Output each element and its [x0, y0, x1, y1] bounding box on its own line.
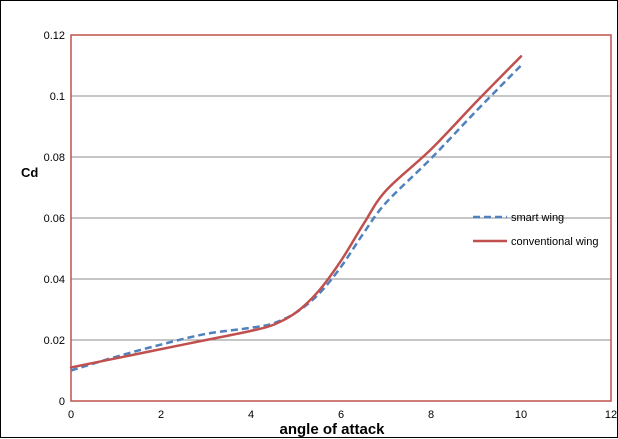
- y-tick-label: 0.1: [50, 91, 65, 103]
- y-axis-label: Cd: [21, 165, 38, 180]
- plot-area: [70, 34, 612, 402]
- y-tick-label: 0: [59, 396, 65, 408]
- x-tick-label: 10: [515, 409, 527, 421]
- x-tick-label: 6: [338, 409, 344, 421]
- x-tick-label: 2: [158, 409, 164, 421]
- legend-label: smart wing: [511, 212, 564, 224]
- y-tick-label: 0.02: [44, 335, 65, 347]
- y-tick-label: 0.08: [44, 152, 65, 164]
- x-tick-label: 0: [68, 409, 74, 421]
- x-tick-labels: 0 2 4 6 8 10 12: [68, 409, 617, 421]
- x-axis-label: angle of attack: [279, 421, 385, 438]
- y-tick-label: 0.06: [44, 213, 65, 225]
- gridlines: [71, 95, 611, 341]
- x-tick-label: 4: [248, 409, 254, 421]
- series-line-2: [69, 55, 523, 369]
- series-lines: [69, 55, 523, 372]
- y-tick-label: 0.12: [44, 30, 65, 42]
- x-tick-label: 8: [428, 409, 434, 421]
- legend-label: conventional wing: [511, 236, 598, 248]
- x-tick-label: 12: [605, 409, 617, 421]
- series-line-1: [70, 64, 522, 372]
- legend: smart wing conventional wing: [473, 212, 598, 248]
- y-tick-labels: 0 0.02 0.04 0.06 0.08 0.1 0.12: [44, 30, 65, 408]
- y-tick-label: 0.04: [44, 274, 65, 286]
